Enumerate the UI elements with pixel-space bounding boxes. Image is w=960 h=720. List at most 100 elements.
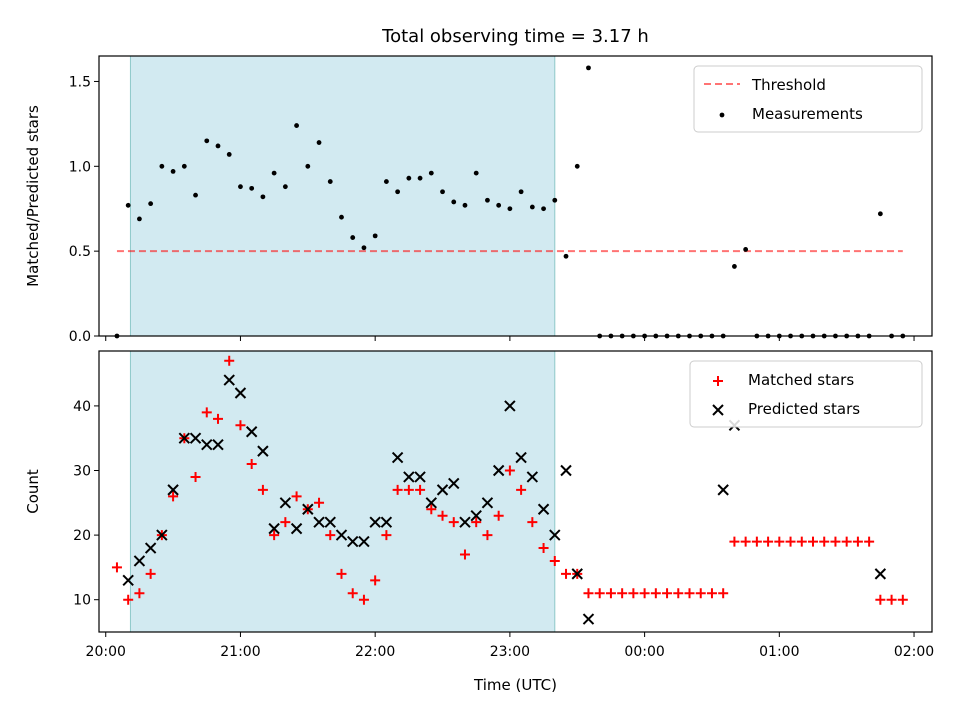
data-point bbox=[830, 536, 841, 547]
data-point bbox=[260, 194, 266, 200]
data-point bbox=[763, 536, 774, 547]
data-point bbox=[415, 484, 426, 495]
data-point bbox=[406, 175, 412, 181]
data-point bbox=[358, 535, 370, 548]
data-point bbox=[111, 562, 122, 573]
y-tick-label: 0.5 bbox=[69, 244, 91, 260]
data-point bbox=[875, 594, 886, 605]
data-point bbox=[123, 594, 134, 605]
y-tick-label: 20 bbox=[73, 528, 91, 544]
data-point bbox=[515, 451, 527, 464]
data-point bbox=[223, 374, 235, 386]
data-point bbox=[852, 536, 863, 547]
y-axis-title: Count bbox=[24, 469, 42, 514]
data-point bbox=[684, 588, 695, 599]
data-point bbox=[290, 522, 303, 535]
y-axis-title: Matched/Predicted stars bbox=[24, 105, 42, 287]
data-point bbox=[279, 497, 292, 509]
data-point bbox=[391, 451, 404, 464]
data-point bbox=[268, 522, 280, 535]
y-tick-label: 1.0 bbox=[69, 159, 91, 175]
data-point bbox=[426, 504, 437, 515]
data-point bbox=[395, 189, 401, 195]
data-point bbox=[181, 163, 187, 169]
data-point bbox=[425, 497, 438, 509]
data-point bbox=[729, 536, 740, 547]
data-point bbox=[561, 568, 572, 579]
data-point bbox=[706, 588, 717, 599]
data-point bbox=[841, 536, 852, 547]
data-point bbox=[650, 588, 661, 599]
data-point bbox=[574, 163, 580, 169]
data-point bbox=[381, 530, 392, 541]
data-point bbox=[271, 170, 277, 176]
x-tick-label: 01:00 bbox=[759, 644, 799, 660]
data-point bbox=[492, 464, 505, 477]
data-point bbox=[437, 510, 448, 521]
legend-label: Predicted stars bbox=[748, 400, 860, 418]
count-panel: 10 20 30 40 20:00 21:00 22:00 23:00 00:00 01:00 02… bbox=[24, 350, 934, 660]
data-point bbox=[440, 189, 445, 195]
data-point bbox=[305, 163, 311, 169]
data-point bbox=[372, 233, 378, 239]
data-point bbox=[552, 197, 558, 203]
data-point bbox=[201, 438, 213, 451]
data-point bbox=[170, 168, 176, 174]
data-point bbox=[201, 407, 212, 418]
data-point bbox=[507, 206, 513, 212]
data-point bbox=[877, 211, 883, 217]
data-point bbox=[537, 503, 550, 515]
data-point bbox=[796, 536, 807, 547]
data-point bbox=[504, 400, 516, 412]
data-point bbox=[717, 484, 729, 496]
data-point bbox=[369, 516, 381, 528]
data-point bbox=[178, 432, 191, 444]
data-point bbox=[448, 517, 459, 528]
data-point bbox=[316, 140, 322, 145]
data-point bbox=[325, 530, 336, 541]
data-point bbox=[226, 152, 232, 157]
data-point bbox=[586, 65, 591, 71]
data-point bbox=[145, 568, 156, 579]
data-point bbox=[392, 484, 403, 495]
data-point bbox=[718, 588, 729, 599]
data-point bbox=[122, 574, 134, 587]
data-point bbox=[156, 529, 168, 541]
data-point bbox=[313, 516, 325, 528]
data-point bbox=[473, 170, 479, 176]
data-point bbox=[493, 510, 504, 521]
data-point bbox=[582, 613, 595, 625]
data-point bbox=[280, 517, 291, 528]
data-point bbox=[886, 594, 897, 605]
y-tick-label: 40 bbox=[73, 399, 91, 415]
data-point bbox=[774, 536, 785, 547]
data-point bbox=[808, 536, 818, 547]
data-point bbox=[257, 484, 268, 495]
shaded-span bbox=[130, 56, 555, 336]
shaded-span bbox=[130, 351, 555, 632]
data-point bbox=[541, 206, 546, 212]
data-point bbox=[628, 588, 639, 599]
data-point bbox=[526, 471, 539, 483]
data-point bbox=[383, 179, 389, 184]
data-point bbox=[282, 184, 288, 190]
x-tick-label: 00:00 bbox=[624, 644, 664, 660]
data-point bbox=[470, 510, 482, 522]
data-point bbox=[504, 465, 515, 476]
ratio-panel: 0.0 0.5 1.0 1.5 Matched/Predicted stars Thres… bbox=[24, 55, 933, 345]
data-point bbox=[639, 588, 650, 599]
data-point bbox=[257, 445, 269, 457]
data-point bbox=[302, 503, 314, 515]
data-point bbox=[462, 202, 468, 208]
data-point bbox=[167, 484, 179, 496]
data-point bbox=[324, 516, 336, 528]
axes-frame bbox=[98, 350, 933, 633]
data-point bbox=[516, 484, 527, 495]
data-point bbox=[327, 179, 333, 184]
data-point bbox=[246, 459, 257, 470]
figure-title: Total observing time = 3.17 h bbox=[381, 26, 649, 47]
data-point bbox=[245, 426, 258, 438]
data-point bbox=[482, 530, 493, 541]
legend-label: Matched stars bbox=[748, 371, 854, 389]
data-point bbox=[874, 568, 887, 580]
